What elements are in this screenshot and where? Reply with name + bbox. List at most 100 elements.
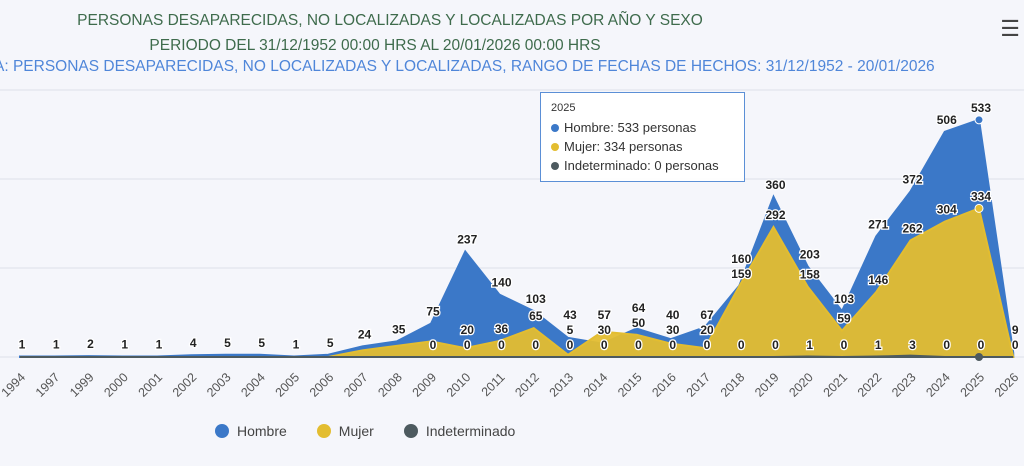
data-label-hombre: 1 bbox=[121, 338, 128, 352]
legend-item-hombre[interactable]: Hombre bbox=[215, 423, 287, 439]
data-label-hombre: 40 bbox=[666, 308, 680, 322]
tooltip-mujer: Mujer: 334 personas bbox=[564, 139, 683, 154]
data-label-hombre: 43 bbox=[563, 308, 577, 322]
data-label-indeterminado: 0 bbox=[943, 338, 950, 352]
data-label-mujer: 65 bbox=[529, 309, 543, 323]
tooltip-hombre: Hombre: 533 personas bbox=[564, 120, 697, 135]
x-tick-label: 2017 bbox=[684, 370, 714, 400]
data-label-hombre: 271 bbox=[868, 217, 888, 231]
data-label-indeterminado: 0 bbox=[1012, 338, 1019, 352]
data-label-indeterminado: 0 bbox=[669, 338, 676, 352]
chart-title: PERSONAS DESAPARECIDAS, NO LOCALIZADAS Y… bbox=[77, 12, 703, 29]
data-label-mujer: 292 bbox=[765, 208, 785, 222]
data-label-hombre: 533 bbox=[971, 101, 991, 115]
data-label-mujer: 57 bbox=[598, 308, 612, 322]
x-tick-label: 2012 bbox=[512, 370, 542, 400]
data-label-mujer: 334 bbox=[971, 189, 991, 203]
data-label-hombre: 140 bbox=[491, 276, 511, 290]
x-tick-label: 1994 bbox=[0, 370, 28, 400]
data-label-hombre: 237 bbox=[457, 233, 477, 247]
x-tick-label: 2021 bbox=[821, 370, 851, 400]
tooltip-indeterminado: Indeterminado: 0 personas bbox=[564, 158, 719, 173]
data-label-indeterminado: 0 bbox=[841, 338, 848, 352]
x-tick-label: 2015 bbox=[615, 370, 645, 400]
data-label-indeterminado: 0 bbox=[635, 338, 642, 352]
data-label-indeterminado: 0 bbox=[430, 338, 437, 352]
legend-item-indeterminado[interactable]: Indeterminado bbox=[403, 423, 515, 439]
data-label-hombre: 24 bbox=[358, 327, 372, 341]
indeterminado-dot-icon bbox=[551, 162, 559, 170]
x-tick-label: 2003 bbox=[204, 370, 234, 400]
data-label-hombre: 75 bbox=[426, 305, 440, 319]
x-tick-label: 2019 bbox=[752, 370, 782, 400]
data-label-indeterminado: 0 bbox=[601, 338, 608, 352]
data-label-hombre: 5 bbox=[224, 336, 231, 350]
x-tick-label: 1999 bbox=[67, 370, 97, 400]
point-indeterminado-2025 bbox=[975, 353, 983, 361]
x-tick-label: 2023 bbox=[889, 370, 919, 400]
x-tick-label: 2025 bbox=[958, 370, 988, 400]
x-tick-label: 2014 bbox=[581, 370, 611, 400]
data-label-indeterminado: 0 bbox=[738, 338, 745, 352]
tooltip-year: 2025 bbox=[551, 102, 576, 114]
x-tick-label: 2026 bbox=[992, 370, 1022, 400]
data-label-mujer: 5 bbox=[567, 323, 574, 337]
legend-item-mujer[interactable]: Mujer bbox=[316, 423, 374, 439]
data-label-mujer: 20 bbox=[461, 323, 475, 337]
data-label-hombre: 372 bbox=[902, 172, 922, 186]
x-tick-label: 2007 bbox=[341, 370, 371, 400]
data-label-indeterminado: 1 bbox=[875, 338, 882, 352]
data-label-hombre: 160 bbox=[731, 252, 751, 266]
hombre-dot-icon bbox=[551, 124, 559, 132]
data-label-hombre: 5 bbox=[258, 336, 265, 350]
chart-subtitle: PERIODO DEL 31/12/1952 00:00 HRS AL 20/0… bbox=[149, 37, 601, 54]
tooltip: 2025 Hombre: 533 personas Mujer: 334 per… bbox=[540, 92, 745, 182]
data-label-hombre: 2 bbox=[87, 337, 94, 351]
x-tick-label: 2013 bbox=[547, 370, 577, 400]
data-label-indeterminado: 0 bbox=[464, 338, 471, 352]
point-mujer-2025 bbox=[974, 203, 984, 213]
data-label-mujer: 159 bbox=[731, 267, 751, 281]
data-label-hombre: 30 bbox=[598, 323, 612, 337]
data-label-hombre: 360 bbox=[765, 178, 785, 192]
data-label-hombre: 9 bbox=[1012, 323, 1019, 337]
x-tick-label: 2024 bbox=[923, 370, 953, 400]
point-hombre-2025 bbox=[974, 115, 984, 125]
data-label-hombre: 4 bbox=[190, 336, 197, 350]
data-label-hombre: 64 bbox=[632, 301, 646, 315]
x-tick-label: 2004 bbox=[238, 370, 268, 400]
data-label-indeterminado: 0 bbox=[498, 338, 505, 352]
data-label-hombre: 103 bbox=[526, 292, 546, 306]
x-tick-label: 2001 bbox=[136, 370, 166, 400]
data-label-indeterminado: 0 bbox=[978, 338, 985, 352]
data-label-hombre: 1 bbox=[156, 338, 163, 352]
x-tick-label: 2016 bbox=[649, 370, 679, 400]
area-indeterminado bbox=[20, 354, 1014, 359]
legend: Hombre Mujer Indeterminado bbox=[215, 423, 515, 439]
x-tick-label: 2000 bbox=[101, 370, 131, 400]
data-label-hombre: 1 bbox=[19, 338, 26, 352]
data-label-indeterminado: 0 bbox=[532, 338, 539, 352]
data-label-hombre: 67 bbox=[700, 308, 714, 322]
data-label-hombre: 35 bbox=[392, 322, 406, 336]
data-label-mujer: 20 bbox=[700, 323, 714, 337]
data-label-hombre: 103 bbox=[834, 292, 854, 306]
data-label-indeterminado: 0 bbox=[772, 338, 779, 352]
x-tick-label: 2011 bbox=[479, 370, 508, 399]
hamburger-menu-icon[interactable]: ☰ bbox=[1000, 16, 1020, 41]
data-label-hombre: 203 bbox=[800, 248, 820, 262]
data-label-indeterminado: 0 bbox=[704, 338, 711, 352]
x-tick-label: 2018 bbox=[718, 370, 748, 400]
data-label-mujer: 304 bbox=[937, 203, 957, 217]
data-label-indeterminado: 0 bbox=[567, 338, 574, 352]
data-label-hombre: 1 bbox=[293, 338, 300, 352]
data-label-indeterminado: 1 bbox=[806, 338, 813, 352]
data-label-hombre: 5 bbox=[327, 336, 334, 350]
x-tick-label: 2010 bbox=[444, 370, 474, 400]
x-tick-label: 1997 bbox=[33, 370, 63, 400]
x-tick-label: 2002 bbox=[170, 370, 200, 400]
data-label-hombre: 1 bbox=[53, 338, 60, 352]
data-label-mujer: 262 bbox=[902, 221, 922, 235]
x-tick-label: 2022 bbox=[855, 370, 885, 400]
